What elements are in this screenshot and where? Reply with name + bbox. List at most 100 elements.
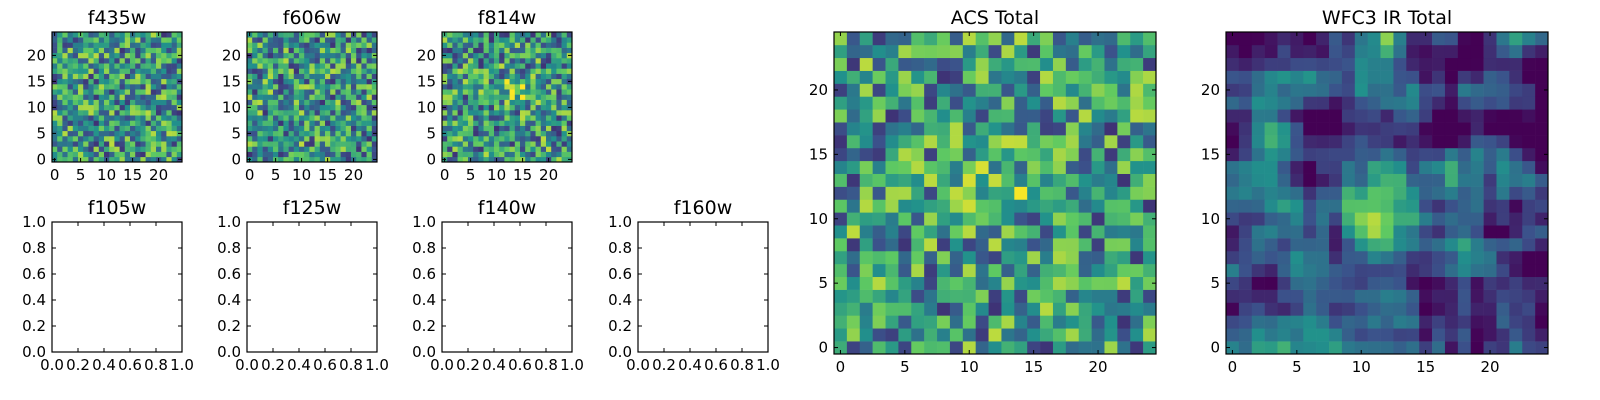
heatmap-cell: [1509, 238, 1523, 252]
heatmap-cell: [176, 151, 183, 158]
heatmap-cell: [135, 63, 141, 69]
heatmap-cell: [1380, 276, 1394, 290]
heatmap-cell: [252, 37, 258, 43]
heatmap-cell: [447, 63, 453, 69]
heatmap-cell: [1238, 328, 1253, 342]
heatmap-cell: [78, 151, 84, 158]
heatmap-cell: [262, 37, 269, 43]
heatmap-cell: [283, 115, 289, 121]
heatmap-cell: [309, 68, 315, 74]
heatmap-cell: [1238, 57, 1253, 71]
heatmap-cell: [1444, 225, 1459, 239]
heatmap-cell: [468, 94, 474, 100]
heatmap-cell: [104, 89, 110, 95]
heatmap-cell: [161, 78, 167, 85]
heatmap-cell: [1104, 70, 1118, 84]
heatmap-cell: [452, 156, 458, 163]
heatmap-cell: [447, 151, 453, 158]
heatmap-cell: [1406, 263, 1420, 278]
heatmap-cell: [494, 63, 500, 69]
heatmap-cell: [1393, 96, 1407, 110]
heatmap-cell: [546, 52, 552, 59]
heatmap-cell: [530, 89, 536, 95]
heatmap-cell: [478, 104, 484, 111]
heatmap-cell: [1001, 147, 1015, 162]
heatmap-cell: [473, 84, 479, 90]
heatmap-cell: [114, 141, 120, 147]
heatmap-cell: [1238, 276, 1253, 290]
heatmap-cell: [1027, 70, 1041, 84]
heatmap-cell: [93, 125, 100, 132]
heatmap-cell: [262, 99, 269, 106]
heatmap-cell: [1393, 186, 1407, 200]
heatmap-cell: [561, 141, 568, 147]
heatmap-cell: [135, 115, 141, 121]
heatmap-cell: [273, 52, 279, 59]
heatmap-cell: [72, 136, 79, 142]
heatmap-cell: [335, 94, 341, 100]
heatmap-cell: [356, 99, 362, 106]
heatmap-cell: [1091, 109, 1105, 123]
heatmap-cell: [345, 37, 352, 43]
heatmap-cell: [1251, 32, 1265, 46]
heatmap-cell: [114, 32, 120, 38]
heatmap-cell: [1316, 135, 1330, 149]
heatmap-cell: [859, 122, 873, 136]
heatmap-cell: [962, 212, 976, 226]
heatmap-cell: [278, 47, 284, 54]
heatmap-cell: [1341, 328, 1356, 342]
heatmap-cell: [1522, 341, 1536, 355]
heatmap-cell: [1052, 122, 1067, 136]
heatmap-cell: [1329, 57, 1343, 71]
heatmap-cell: [1052, 96, 1067, 110]
heatmap-cell: [1470, 328, 1484, 342]
heatmap-cell: [1329, 341, 1343, 355]
heatmap-cell: [1406, 328, 1420, 342]
heatmap-cell: [1251, 328, 1265, 342]
heatmap-cell: [1238, 341, 1253, 355]
panel-title: f160w: [674, 197, 733, 219]
heatmap-cell: [293, 130, 300, 137]
heatmap-cell: [975, 263, 989, 278]
heatmap-cell: [556, 130, 562, 137]
heatmap-cell: [859, 83, 873, 97]
heatmap-cell: [1143, 238, 1157, 252]
heatmap-cell: [504, 84, 510, 90]
heatmap-cell: [1264, 147, 1278, 162]
heatmap-cell: [1277, 122, 1291, 136]
heatmap-cell: [267, 52, 274, 59]
heatmap-cell: [98, 42, 105, 48]
heatmap-cell: [1509, 328, 1523, 342]
heatmap-cell: [325, 63, 331, 69]
heatmap-cell: [252, 146, 258, 152]
heatmap-cell: [109, 42, 115, 48]
heatmap-cell: [140, 84, 146, 90]
heatmap-cell: [1432, 122, 1446, 136]
heatmap-cell: [335, 32, 341, 38]
heatmap-cell: [556, 136, 562, 142]
heatmap-cell: [478, 68, 484, 74]
heatmap-cell: [447, 94, 453, 100]
y-tick-label: 1.0: [608, 213, 632, 231]
heatmap-cell: [83, 52, 89, 59]
heatmap-cell: [1277, 263, 1291, 278]
heatmap-cell: [488, 37, 495, 43]
heatmap-cell: [52, 68, 58, 74]
heatmap-cell: [1419, 173, 1433, 187]
heatmap-cell: [1014, 44, 1028, 59]
heatmap-cell: [88, 84, 94, 90]
heatmap-cell: [504, 151, 510, 158]
heatmap-cell: [872, 135, 886, 149]
heatmap-cell: [67, 73, 74, 80]
heatmap-cell: [1341, 289, 1356, 303]
y-tick-label: 15: [222, 72, 241, 90]
heatmap-cell: [885, 109, 899, 123]
heatmap-cell: [257, 63, 263, 69]
heatmap-cell: [1444, 315, 1459, 329]
heatmap-cell: [319, 151, 326, 158]
heatmap-cell: [1052, 289, 1067, 303]
heatmap-cell: [1457, 238, 1472, 252]
heatmap-cell: [166, 73, 172, 80]
heatmap-cell: [859, 263, 873, 278]
